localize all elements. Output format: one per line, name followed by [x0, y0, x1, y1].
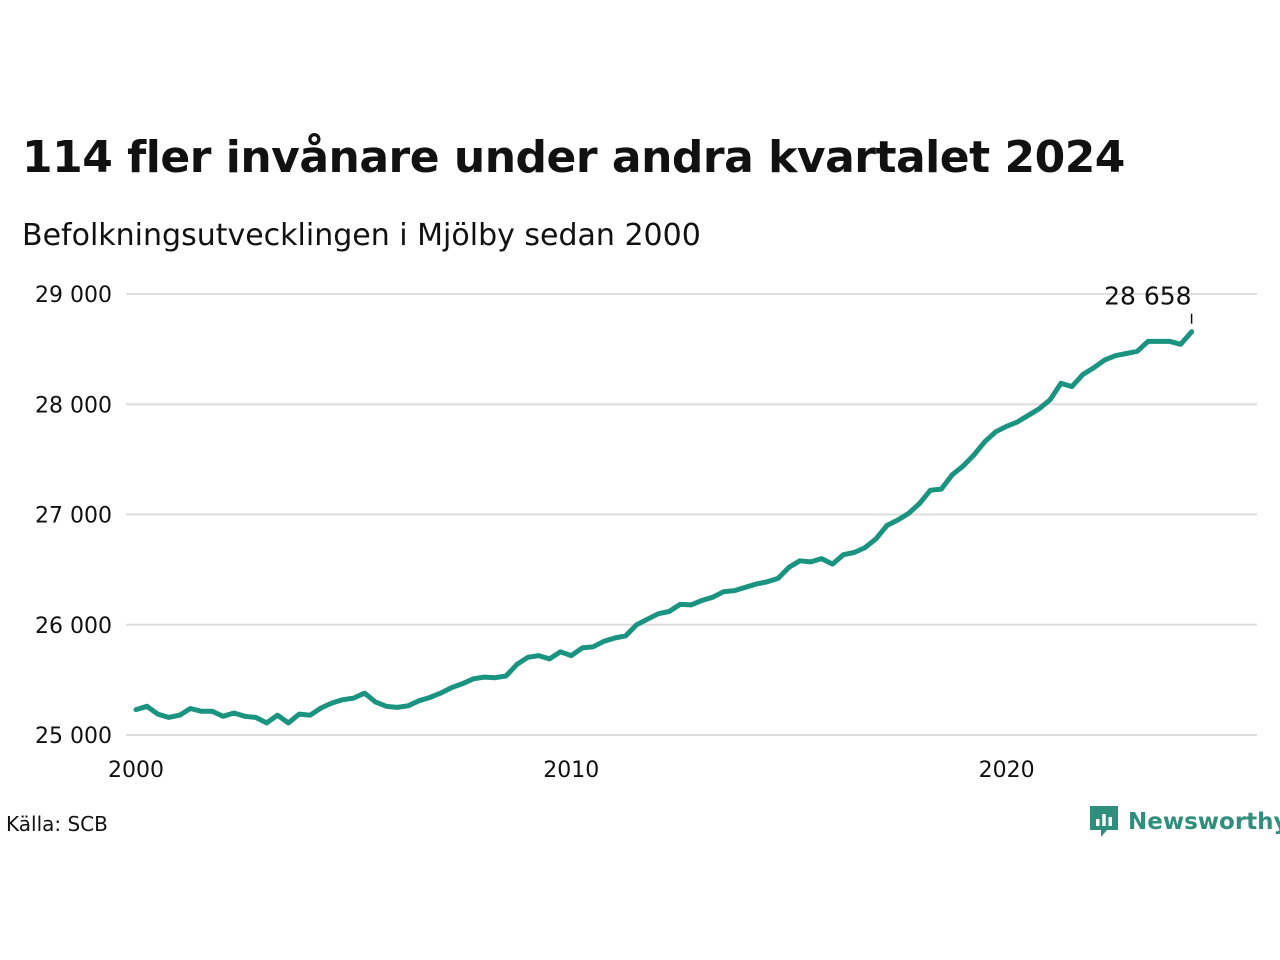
- x-tick-label: 2010: [543, 758, 599, 783]
- y-tick-label: 26 000: [35, 614, 112, 639]
- y-axis-labels: 25 000 26 000 27 000 28 000 29 000: [35, 283, 112, 749]
- y-tick-label: 27 000: [35, 504, 112, 529]
- x-tick-label: 2000: [108, 758, 164, 783]
- x-axis-labels: 2000 2010 2020: [108, 758, 1035, 783]
- newsworthy-icon: [1090, 806, 1118, 837]
- source-note: Källa: SCB: [6, 812, 108, 836]
- annotation-label: 28 658: [1104, 282, 1191, 311]
- y-tick-label: 29 000: [35, 283, 112, 308]
- chart-title: 114 fler invånare under andra kvartalet …: [22, 132, 1125, 183]
- series-line: [133, 329, 1195, 726]
- brand-logo: Newsworthy: [1088, 804, 1280, 840]
- last-value-annotation: 28 658: [1104, 282, 1193, 324]
- y-tick-label: 28 000: [35, 393, 112, 418]
- y-tick-label: 25 000: [35, 724, 112, 749]
- series-layer: [133, 329, 1195, 726]
- chart-subtitle: Befolkningsutvecklingen i Mjölby sedan 2…: [22, 218, 701, 253]
- x-tick-label: 2020: [979, 758, 1035, 783]
- gridlines: [126, 293, 1257, 736]
- brand-name: Newsworthy: [1128, 809, 1280, 835]
